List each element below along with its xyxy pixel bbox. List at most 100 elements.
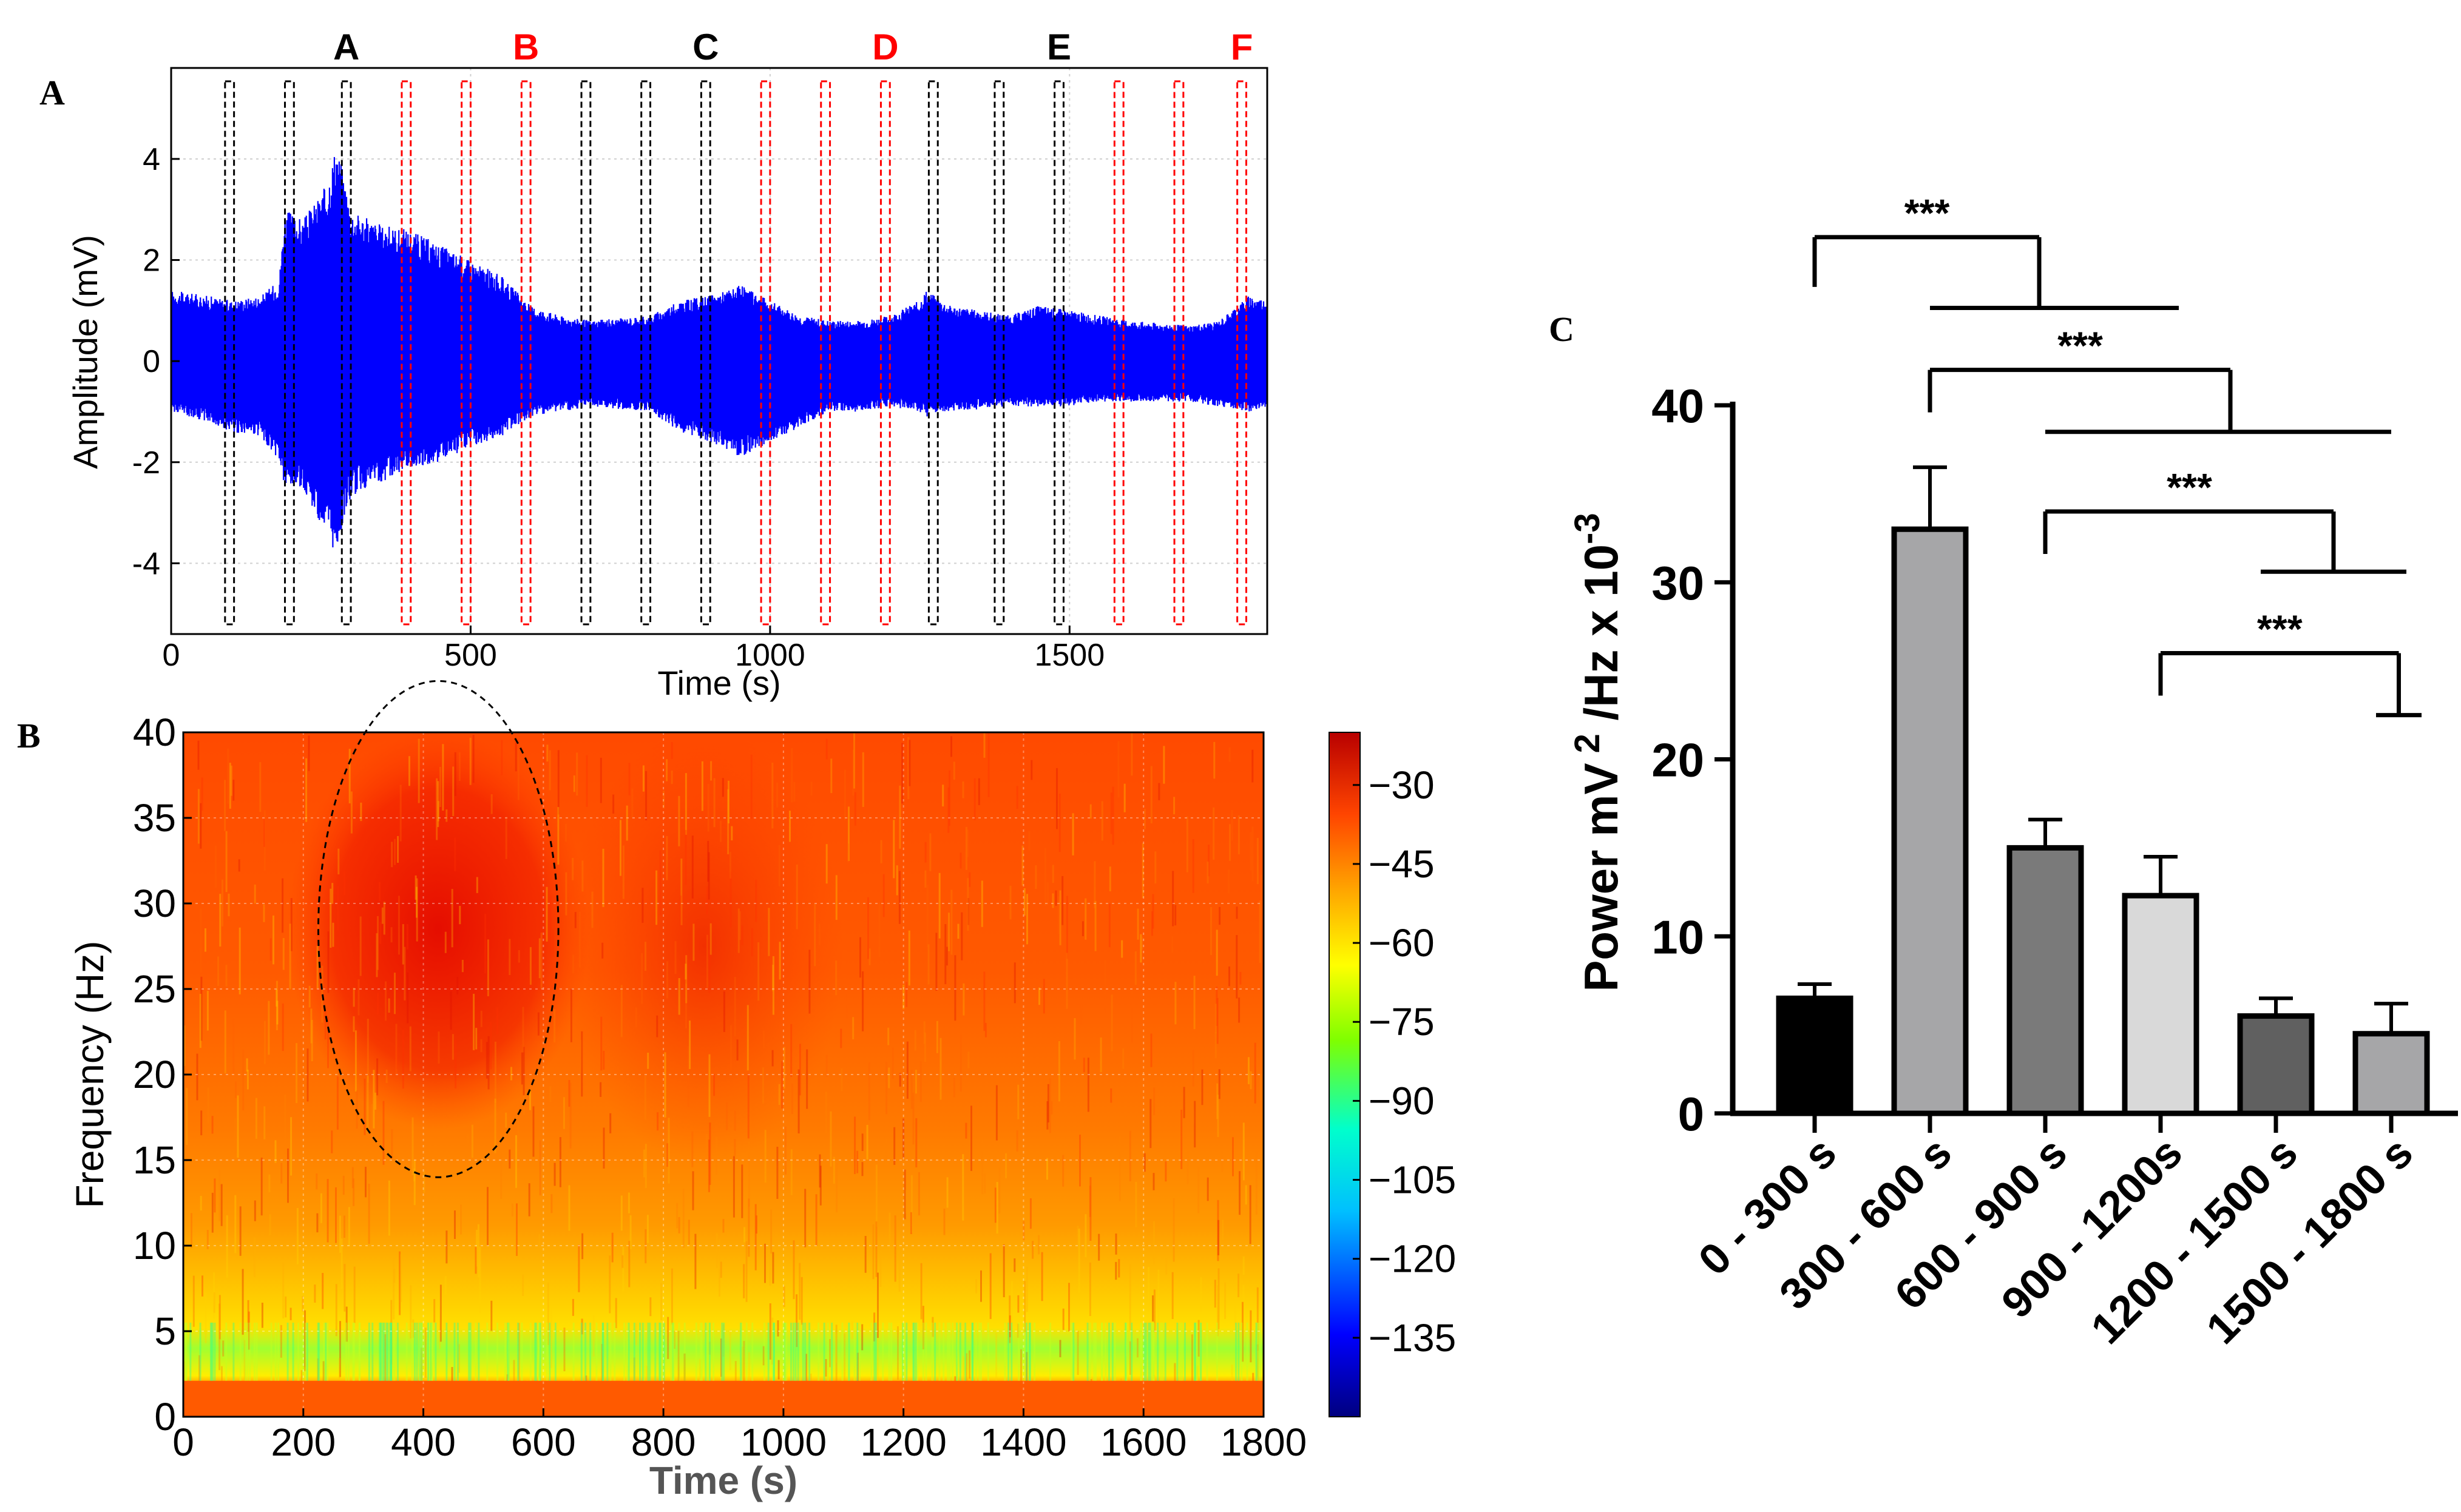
- spectrogram-texture: [984, 1173, 986, 1194]
- spectrogram-texture: [199, 994, 201, 1048]
- colorbar: [1329, 732, 1361, 1417]
- spectrogram-texture: [1153, 1322, 1155, 1383]
- spectrogram-texture: [909, 740, 911, 786]
- spectrogram-texture: [799, 1263, 801, 1320]
- spectrogram-texture: [546, 1322, 548, 1383]
- spectrogram-texture: [1010, 1322, 1013, 1383]
- spectrogram-texture: [906, 1322, 908, 1383]
- spectrogram-texture: [707, 784, 709, 832]
- spectrogram-texture: [776, 782, 778, 808]
- spectrogram-texture: [365, 1167, 367, 1198]
- spectrogram-texture: [1242, 1284, 1245, 1300]
- spectrogram-texture: [777, 1320, 779, 1337]
- spectrogram-texture: [430, 1322, 432, 1383]
- spectrogram-texture: [1129, 1130, 1131, 1181]
- spectrogram-texture: [1214, 1280, 1216, 1308]
- spectrogram-texture: [1125, 1322, 1128, 1383]
- spectrogram-texture: [199, 1322, 201, 1383]
- spectrogram-texture: [973, 778, 976, 820]
- spectrogram-texture: [238, 859, 240, 872]
- panel-a-axes-frame: [170, 67, 1268, 635]
- spectrogram-texture: [645, 1144, 647, 1189]
- spectrogram-texture: [913, 1322, 915, 1383]
- spectrogram-texture: [864, 1236, 867, 1273]
- spectrogram-texture: [1089, 1186, 1091, 1217]
- spectrogram-texture: [539, 1322, 541, 1383]
- spectrogram-texture: [723, 991, 725, 1032]
- spectrogram-texture: [477, 1224, 479, 1278]
- spectrogram-texture: [964, 1322, 967, 1383]
- spectrogram-texture: [1104, 960, 1106, 1013]
- spectrogram-texture: [751, 928, 753, 956]
- spectrogram-texture: [708, 1139, 710, 1192]
- spectrogram-texture: [706, 886, 708, 914]
- spectrogram-texture: [975, 1322, 977, 1383]
- spectrogram-texture: [654, 1322, 657, 1383]
- spectrogram-texture: [532, 1106, 535, 1157]
- spectrogram-texture: [841, 1068, 843, 1092]
- spectrogram-texture: [952, 1322, 954, 1383]
- spectrogram-texture: [1214, 1032, 1217, 1058]
- spectrogram-texture: [1072, 1322, 1075, 1383]
- spectrogram-texture: [591, 891, 594, 928]
- spectrogram-texture: [452, 766, 455, 816]
- spectrogram-texture: [1250, 832, 1252, 871]
- spectrogram-texture: [779, 942, 781, 980]
- spectrogram-texture: [1153, 1173, 1155, 1190]
- spectrogram-texture: [379, 882, 381, 901]
- window-label-d: D: [872, 27, 898, 67]
- spectrogram-texture: [1031, 760, 1033, 780]
- spectrogram-texture: [371, 1354, 374, 1380]
- spectrogram-texture: [228, 893, 230, 917]
- spectrogram-texture: [748, 1352, 750, 1400]
- spectrogram-texture: [1251, 826, 1254, 882]
- spectrogram-texture: [407, 972, 409, 1024]
- spectrogram-texture: [304, 1310, 306, 1371]
- spectrogram-texture: [922, 1306, 924, 1349]
- spectrogram-texture: [230, 765, 232, 796]
- spectrogram-texture: [987, 1322, 989, 1383]
- spectrogram-texture: [273, 915, 274, 965]
- spectrogram-texture: [327, 931, 330, 993]
- spectrogram-texture: [892, 1047, 894, 1079]
- spectrogram-texture: [1095, 1322, 1097, 1383]
- spectrogram-texture: [1017, 1084, 1020, 1119]
- spectrogram-texture: [505, 817, 507, 859]
- spectrogram-texture: [1026, 1352, 1028, 1388]
- spectrogram-texture: [915, 1118, 918, 1167]
- spectrogram-texture: [861, 1324, 864, 1351]
- spectrogram-texture: [734, 1110, 736, 1131]
- spectrogram-texture: [729, 1329, 731, 1371]
- spectrogram-texture: [771, 1317, 774, 1365]
- spectrogram-texture: [1141, 937, 1143, 950]
- spectrogram-texture: [1217, 1095, 1219, 1137]
- spectrogram-texture: [1217, 1285, 1219, 1337]
- spectrogram-texture: [1151, 911, 1153, 936]
- spectrogram-texture: [746, 1005, 749, 1071]
- spectrogram-texture: [1117, 741, 1120, 798]
- spectrogram-texture: [904, 1189, 907, 1213]
- spectrogram-texture: [1009, 1315, 1011, 1337]
- spectrogram-texture: [981, 880, 983, 927]
- spectrogram-texture: [853, 1322, 856, 1383]
- spectrogram-texture: [529, 1322, 532, 1383]
- spectrogram-texture: [280, 1163, 283, 1184]
- spectrogram-texture: [916, 1322, 918, 1383]
- window-label-f: F: [1231, 27, 1253, 67]
- spectrogram-texture: [903, 1322, 906, 1383]
- spectrogram-texture: [282, 878, 284, 933]
- spectrogram-texture: [767, 1322, 770, 1383]
- spectrogram-texture: [331, 1130, 333, 1153]
- spectrogram-texture: [645, 771, 648, 820]
- spectrogram-texture: [389, 1322, 391, 1383]
- panel-a-signal: [171, 157, 1267, 548]
- spectrogram-texture: [376, 933, 378, 977]
- spectrogram-texture: [762, 1346, 765, 1366]
- spectrogram-texture: [1137, 908, 1139, 940]
- spectrogram-texture: [339, 1321, 341, 1377]
- spectrogram-texture: [1255, 1150, 1258, 1215]
- spectrogram-texture: [1023, 1221, 1025, 1241]
- spectrogram-texture: [1110, 792, 1112, 834]
- spectrogram-texture: [1186, 1152, 1189, 1184]
- spectrogram-texture: [762, 1067, 764, 1104]
